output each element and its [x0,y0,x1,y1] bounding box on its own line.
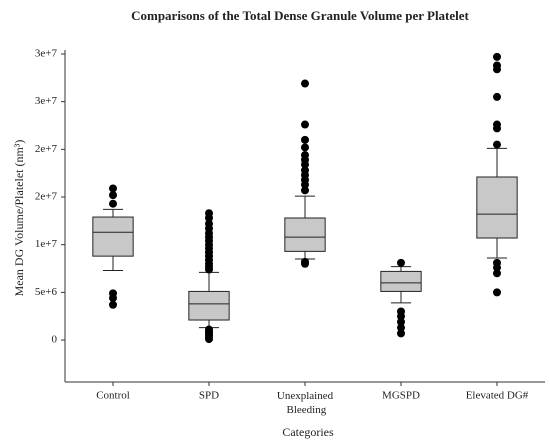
outlier [493,52,501,61]
y-tick-label: 1e+7 [35,238,58,250]
box [284,217,326,252]
y-tick-label: 3e+7 [35,95,58,107]
x-tick-label: SPD [199,390,219,402]
outlier [301,135,309,144]
outlier [301,79,309,88]
y-axis-label: Mean DG Volume/Platelet (nm³) [12,140,26,297]
outlier [301,143,309,152]
outlier [109,300,117,309]
outlier [493,288,501,297]
box [188,290,230,321]
y-tick-label: 2e+7 [35,143,58,155]
y-tick-label: 5e+6 [35,286,58,298]
outlier [397,317,405,326]
outlier [109,184,117,193]
outlier [205,335,213,344]
x-tick-label: Elevated DG# [466,390,529,402]
x-axis-label: Categories [282,425,334,439]
box [380,270,422,292]
outlier [493,92,501,101]
x-tick-label: Unexplained Bleeding [277,390,334,416]
outlier [397,312,405,321]
outlier [109,191,117,200]
chart-title: Comparisons of the Total Dense Granule V… [131,8,469,23]
outlier [301,180,309,189]
outlier [301,120,309,129]
outlier [493,65,501,74]
outlier [205,265,213,274]
outlier [493,140,501,149]
outlier [493,263,501,272]
outlier [397,329,405,338]
outlier [397,258,405,267]
y-tick-label: 2e+7 [35,191,58,203]
outlier [205,214,213,222]
box [476,176,518,239]
outlier [109,294,117,303]
outlier [493,124,501,133]
outlier [493,269,501,278]
outlier [301,186,309,195]
outlier [301,259,309,268]
y-tick-label: 0 [52,334,58,346]
x-tick-label: MGSPD [382,390,420,402]
outlier [301,160,309,169]
x-tick-label: Control [96,390,130,402]
outlier [109,199,117,208]
outlier [397,323,405,332]
y-tick-label: 3e+7 [35,48,58,60]
box [92,216,134,257]
